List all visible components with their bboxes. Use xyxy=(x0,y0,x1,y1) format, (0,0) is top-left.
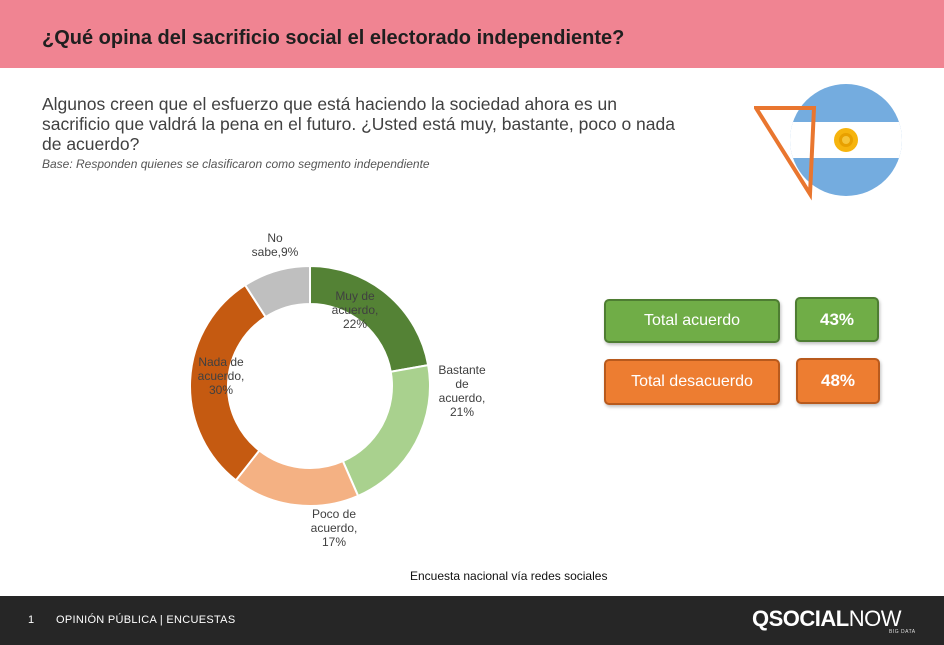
total-disagree-value: 48% xyxy=(820,371,856,390)
triangle-outline-icon xyxy=(754,106,817,201)
brand-bold: QSOCIAL xyxy=(752,606,849,631)
data-label-nada-de-acuerdo: Nada de acuerdo, 30% xyxy=(198,355,245,397)
page-number: 1 xyxy=(28,614,35,626)
header-bar: ¿Qué opina del sacrificio social el elec… xyxy=(0,0,944,68)
argentina-flag-icon xyxy=(754,84,902,201)
slice-muy-de-acuerdo xyxy=(309,264,430,373)
base-note: Base: Responden quienes se clasificaron … xyxy=(42,157,430,171)
total-agree-box: Total acuerdo xyxy=(604,299,780,343)
data-labels: Muy de acuerdo, 22% Bastante de acuerdo, 21% Po… xyxy=(198,231,486,549)
footer-bar: 1 OPINIÓN PÚBLICA | ENCUESTAS QSOCIALNOW… xyxy=(0,596,944,645)
data-label-bastante-de-acuerdo: Bastante de acuerdo, 21% xyxy=(438,363,486,419)
footer-section: OPINIÓN PÚBLICA | ENCUESTAS xyxy=(56,614,236,626)
data-label-no-sabe: No sabe,9% xyxy=(252,231,299,259)
total-agree-label: Total acuerdo xyxy=(643,312,741,329)
slice-bastante-de-acuerdo xyxy=(341,364,431,498)
total-agree-value: 43% xyxy=(819,309,855,329)
source-note: Encuesta nacional vía redes sociales xyxy=(410,569,608,583)
slice-no-sabe xyxy=(243,264,311,319)
page-title: ¿Qué opina del sacrificio social el elec… xyxy=(42,27,625,49)
data-label-muy-de-acuerdo: Muy de acuerdo, 22% xyxy=(332,289,379,331)
total-disagree-box: Total desacuerdo xyxy=(604,359,780,405)
total-disagree-value-box: 48% xyxy=(796,358,880,404)
data-label-poco-de-acuerdo: Poco de acuerdo, 17% xyxy=(311,507,358,549)
donut-chart: Muy de acuerdo, 22% Bastante de acuerdo, 21% Po… xyxy=(189,231,486,549)
brand-logo: QSOCIALNOW xyxy=(752,606,902,632)
slice-nada-de-acuerdo xyxy=(189,283,268,482)
question-text: Algunos creen que el esfuerzo que está h… xyxy=(42,94,675,154)
slice-poco-de-acuerdo xyxy=(234,449,360,507)
sun-of-may-icon xyxy=(834,128,858,152)
brand-subtitle: BIG DATA xyxy=(889,629,916,635)
brand-light: NOW xyxy=(848,606,902,631)
total-disagree-label: Total desacuerdo xyxy=(631,373,753,390)
total-agree-value-box: 43% xyxy=(795,297,879,342)
donut-slices xyxy=(189,264,431,507)
